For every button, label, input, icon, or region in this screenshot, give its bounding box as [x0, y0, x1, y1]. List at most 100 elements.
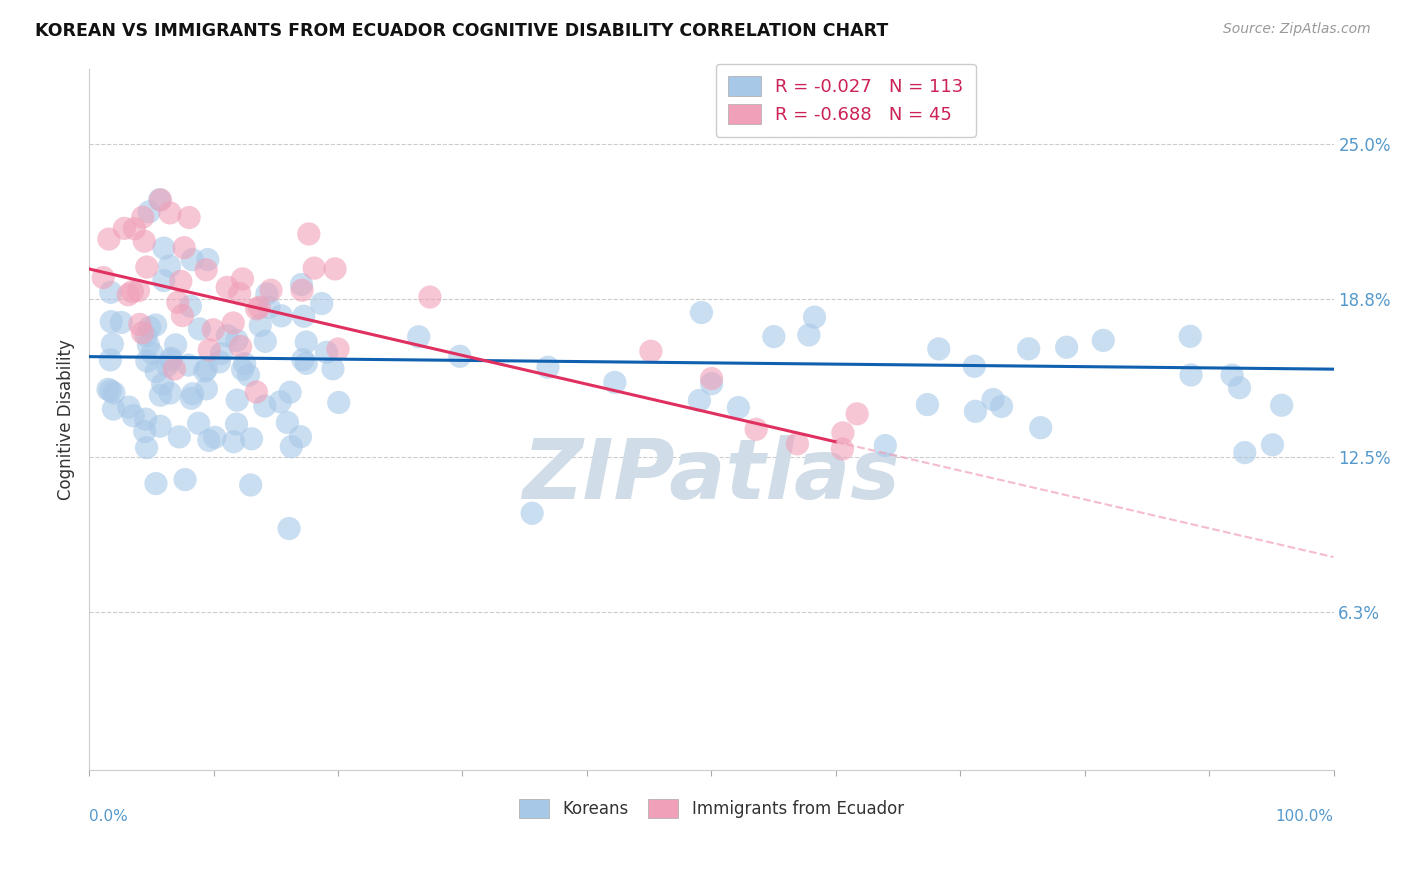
Point	[875, 439, 897, 453]
Point	[160, 353, 183, 368]
Point	[990, 400, 1012, 414]
Point	[245, 384, 267, 399]
Point	[174, 473, 197, 487]
Point	[127, 284, 149, 298]
Point	[278, 385, 301, 400]
Point	[145, 318, 167, 332]
Point	[1056, 340, 1078, 354]
Point	[202, 323, 225, 337]
Point	[149, 419, 172, 434]
Point	[195, 262, 218, 277]
Text: ZIPatlas: ZIPatlas	[523, 435, 900, 516]
Point	[786, 437, 808, 451]
Point	[135, 328, 157, 343]
Point	[173, 241, 195, 255]
Point	[163, 362, 186, 376]
Point	[197, 252, 219, 267]
Point	[326, 342, 349, 356]
Point	[981, 392, 1004, 407]
Point	[291, 283, 314, 297]
Point	[145, 476, 167, 491]
Point	[520, 506, 543, 520]
Point	[229, 340, 252, 354]
Point	[239, 478, 262, 492]
Point	[198, 343, 221, 357]
Point	[322, 361, 344, 376]
Point	[256, 286, 278, 301]
Point	[100, 315, 122, 329]
Point	[181, 386, 204, 401]
Point	[311, 296, 333, 310]
Point	[1261, 438, 1284, 452]
Legend: Koreans, Immigrants from Ecuador: Koreans, Immigrants from Ecuador	[512, 793, 911, 825]
Point	[110, 315, 132, 329]
Point	[152, 377, 174, 392]
Point	[537, 360, 560, 375]
Point	[117, 287, 139, 301]
Point	[139, 320, 162, 334]
Point	[172, 309, 194, 323]
Point	[101, 337, 124, 351]
Point	[149, 193, 172, 207]
Point	[141, 346, 163, 360]
Point	[1271, 398, 1294, 412]
Point	[231, 362, 253, 376]
Point	[100, 384, 122, 398]
Point	[295, 356, 318, 370]
Point	[797, 328, 820, 343]
Point	[1220, 368, 1243, 383]
Point	[226, 393, 249, 408]
Point	[238, 368, 260, 383]
Point	[302, 261, 325, 276]
Point	[181, 252, 204, 267]
Point	[762, 329, 785, 343]
Point	[194, 364, 217, 378]
Point	[1092, 334, 1115, 348]
Point	[195, 361, 218, 376]
Point	[98, 352, 121, 367]
Point	[291, 352, 314, 367]
Point	[122, 409, 145, 423]
Point	[419, 290, 441, 304]
Point	[249, 318, 271, 333]
Point	[100, 285, 122, 300]
Point	[165, 338, 187, 352]
Point	[688, 393, 710, 408]
Point	[222, 316, 245, 330]
Point	[153, 241, 176, 255]
Point	[240, 432, 263, 446]
Text: KOREAN VS IMMIGRANTS FROM ECUADOR COGNITIVE DISABILITY CORRELATION CHART: KOREAN VS IMMIGRANTS FROM ECUADOR COGNIT…	[35, 22, 889, 40]
Point	[295, 334, 318, 349]
Point	[700, 371, 723, 385]
Point	[145, 365, 167, 379]
Point	[408, 330, 430, 344]
Point	[135, 441, 157, 455]
Point	[135, 354, 157, 368]
Point	[727, 401, 749, 415]
Point	[965, 404, 987, 418]
Point	[1233, 445, 1256, 459]
Point	[253, 399, 276, 413]
Point	[97, 382, 120, 396]
Point	[290, 277, 312, 292]
Point	[280, 440, 302, 454]
Point	[254, 334, 277, 349]
Point	[803, 310, 825, 325]
Point	[298, 227, 321, 241]
Point	[278, 522, 301, 536]
Point	[690, 305, 713, 319]
Point	[928, 342, 950, 356]
Point	[831, 425, 853, 440]
Point	[270, 309, 292, 323]
Point	[233, 357, 256, 371]
Point	[1229, 381, 1251, 395]
Point	[228, 286, 250, 301]
Point	[323, 261, 346, 276]
Point	[217, 280, 239, 294]
Point	[138, 204, 160, 219]
Point	[831, 442, 853, 456]
Point	[112, 221, 135, 235]
Point	[188, 322, 211, 336]
Point	[225, 417, 247, 431]
Point	[159, 386, 181, 401]
